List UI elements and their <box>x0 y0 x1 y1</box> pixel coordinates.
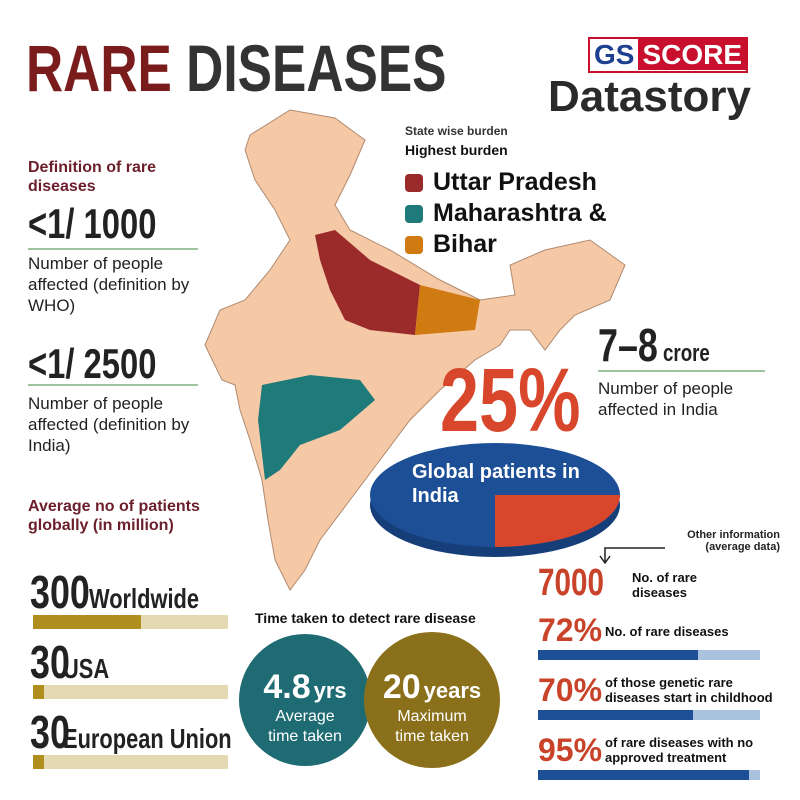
bubble-value: 4.8 <box>263 668 311 706</box>
title-main: DISEASES <box>186 31 447 105</box>
bubble-caption: Maximum time taken <box>395 708 469 745</box>
stat-text: No. of rare diseases <box>605 624 729 639</box>
bar <box>33 685 44 699</box>
legend-item: Bihar <box>405 230 497 259</box>
other-title: Other information (average data) <box>687 529 780 553</box>
stat-bar <box>538 650 698 660</box>
bubble-value: 20 <box>382 668 421 706</box>
count-number: 7000 <box>538 562 604 604</box>
global-text: Global patients in India <box>412 461 580 507</box>
bubble-text: 20 years Maximum time taken <box>367 668 497 747</box>
legend-swatch <box>405 173 423 192</box>
definition-text: Number of people affected (definition by… <box>28 394 190 455</box>
bubble-head: 20 years <box>367 668 497 707</box>
bubble-head: 4.8 yrs <box>240 668 370 707</box>
title-accent: RARE <box>26 31 172 105</box>
patients-label: Worldwide <box>88 583 199 614</box>
stat-text: of rare diseases with no approved treatm… <box>605 735 754 765</box>
burden-subtitle: Highest burden <box>405 142 508 158</box>
patients-row: 30European Union <box>30 705 279 759</box>
patients-value: 300 <box>30 566 90 618</box>
stat-bar <box>538 710 694 720</box>
definition-value: <1/ 2500 <box>28 340 193 388</box>
patients-value: 30 <box>30 706 70 758</box>
india-value: 7–8 <box>598 319 658 371</box>
patients-label: European Union <box>63 723 232 754</box>
stat-track <box>538 770 760 780</box>
legend-label: Maharashtra & <box>433 199 607 227</box>
definition-value-text: <1/ 2500 <box>28 340 157 387</box>
legend-swatch <box>405 235 423 254</box>
patients-value: 30 <box>30 636 70 688</box>
bar-track <box>33 615 228 629</box>
brand: GS SCORE <box>588 37 749 73</box>
bar-track <box>33 755 228 769</box>
patients-row: 30USA <box>30 635 122 689</box>
title: RARE DISEASES <box>26 30 565 106</box>
bar <box>33 615 141 629</box>
burden-label: State wise burden <box>405 124 508 138</box>
legend-label: Uttar Pradesh <box>433 168 597 196</box>
india-text: Number of people affected in India <box>598 379 734 419</box>
legend-item: Maharashtra & <box>405 199 607 228</box>
stat-track <box>538 650 760 660</box>
stat-value: 72% <box>538 612 603 648</box>
bar <box>33 755 44 769</box>
definition-value-text: <1/ 1000 <box>28 200 157 247</box>
detect-title: Time taken to detect rare disease <box>255 610 476 626</box>
bubble-unit: yrs <box>313 678 347 703</box>
pie-slice <box>495 495 620 547</box>
definition-title: Definition of rare diseases <box>28 159 157 195</box>
legend-label: Bihar <box>433 230 497 258</box>
bihar <box>415 285 480 335</box>
global-label: 25% <box>440 351 581 451</box>
stat-track <box>538 710 760 720</box>
definition-value: <1/ 1000 <box>28 200 193 248</box>
india-unit: crore <box>662 340 710 367</box>
bubble-text: 4.8 yrs Average time taken <box>240 668 370 747</box>
global-value: 25% <box>440 350 620 453</box>
stat-value: 70% <box>538 672 603 708</box>
patients-row: 300Worldwide <box>30 565 230 619</box>
india-figure: 7–8 crore <box>598 318 723 372</box>
arrow <box>599 547 665 565</box>
maharashtra <box>258 375 375 480</box>
bubble-caption: Average time taken <box>268 708 342 745</box>
stat-text: of those genetic rare diseases start in … <box>605 675 773 705</box>
count-value: 7000 <box>538 562 623 605</box>
uttar-pradesh <box>315 230 420 335</box>
india-map <box>204 109 626 591</box>
bubble-maximum <box>364 632 500 768</box>
count-text: No. of rare diseases <box>632 570 698 600</box>
definition-text: Number of people affected (definition by… <box>28 254 190 315</box>
patients-label: USA <box>63 653 110 684</box>
bar-track <box>33 685 228 699</box>
brand-left: GS <box>594 39 635 70</box>
bubble-average <box>239 634 371 766</box>
stat-bar <box>538 770 749 780</box>
stat-value: 95% <box>538 732 603 768</box>
legend-swatch <box>405 204 423 223</box>
brand-right: SCORE <box>638 39 747 70</box>
patients-title: Average no of patients globally (in mill… <box>28 498 200 534</box>
brand-sub: Datastory <box>548 72 751 121</box>
legend-item: Uttar Pradesh <box>405 168 597 197</box>
bubble-unit: years <box>423 678 482 703</box>
